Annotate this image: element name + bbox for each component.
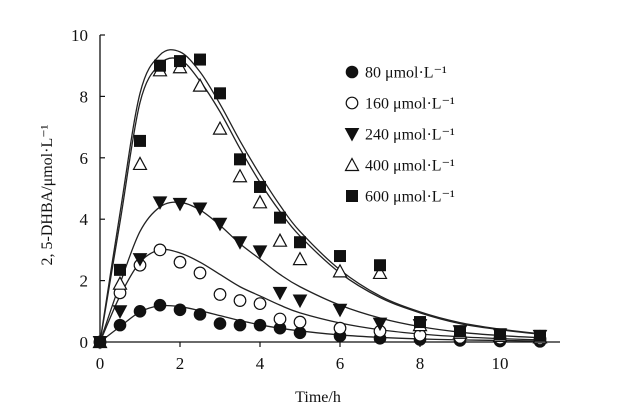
data-point xyxy=(253,297,267,311)
fit-curves xyxy=(99,49,541,343)
data-point xyxy=(234,153,246,166)
fit-curve-series-5 xyxy=(99,49,541,343)
legend-entry-5: 600 μmol·L⁻¹ xyxy=(346,189,455,206)
legend-label: 400 μmol·L⁻¹ xyxy=(365,158,455,175)
legend-marker xyxy=(345,96,359,110)
legend-marker xyxy=(344,157,360,172)
data-point xyxy=(154,59,166,72)
y-tick-label: 8 xyxy=(80,87,89,106)
data-point xyxy=(254,180,266,193)
legend-marker xyxy=(344,128,360,142)
data-point xyxy=(494,328,506,341)
legend-label: 240 μmol·L⁻¹ xyxy=(365,127,455,144)
data-point xyxy=(292,251,308,266)
legend: 80 μmol·L⁻¹ 160 μmol·L⁻¹ 240 μmol·L⁻¹ 400 μ… xyxy=(344,65,455,206)
data-point xyxy=(174,55,186,68)
data-point xyxy=(212,120,228,135)
data-point xyxy=(534,329,546,342)
legend-entry-2: 160 μmol·L⁻¹ xyxy=(345,96,455,113)
data-points xyxy=(92,53,548,350)
data-point xyxy=(193,266,207,280)
y-tick-label: 2 xyxy=(80,272,89,291)
data-point xyxy=(132,156,148,171)
data-point xyxy=(134,134,146,147)
data-point xyxy=(112,305,128,319)
data-point xyxy=(233,318,247,332)
data-point xyxy=(213,288,227,301)
data-point xyxy=(372,265,388,280)
legend-label: 600 μmol·L⁻¹ xyxy=(365,189,455,206)
data-point xyxy=(212,217,228,232)
data-point xyxy=(293,326,307,340)
data-point xyxy=(152,196,168,210)
data-point xyxy=(133,305,147,318)
data-point xyxy=(232,168,248,183)
y-tick-label: 0 xyxy=(80,333,89,352)
x-tick-label: 10 xyxy=(492,354,509,373)
data-point xyxy=(132,253,148,267)
data-point xyxy=(372,317,388,332)
data-point xyxy=(172,197,188,212)
x-tick-label: 6 xyxy=(336,354,345,373)
data-point xyxy=(194,53,206,66)
x-tick-label: 2 xyxy=(176,354,185,373)
data-point xyxy=(113,318,127,332)
data-point xyxy=(454,325,466,338)
data-point xyxy=(233,294,247,307)
data-point xyxy=(193,308,207,321)
data-point xyxy=(153,298,167,312)
legend-label: 80 μmol·L⁻¹ xyxy=(365,65,447,82)
data-point xyxy=(253,318,267,332)
x-axis-label: Time/h xyxy=(295,389,341,406)
data-point xyxy=(274,211,286,224)
data-point xyxy=(334,250,346,263)
data-point xyxy=(94,336,106,348)
data-point xyxy=(272,286,288,301)
y-tick-label: 4 xyxy=(80,210,89,229)
data-point xyxy=(153,243,167,257)
legend-marker xyxy=(345,65,359,79)
data-point xyxy=(252,245,268,259)
data-point xyxy=(173,255,187,269)
legend-label: 160 μmol·L⁻¹ xyxy=(365,96,455,113)
data-point xyxy=(332,263,348,278)
data-point xyxy=(294,236,306,249)
data-point xyxy=(252,194,268,209)
fit-curve-series-2 xyxy=(99,248,541,343)
data-point xyxy=(414,316,426,329)
data-point xyxy=(332,303,348,318)
data-point xyxy=(333,321,347,335)
data-point xyxy=(192,77,208,92)
series-5-points xyxy=(94,53,546,348)
fit-curve-series-1 xyxy=(99,304,541,343)
data-point xyxy=(192,202,208,217)
data-point xyxy=(214,87,226,100)
data-point xyxy=(232,236,248,250)
legend-entry-4: 400 μmol·L⁻¹ xyxy=(344,157,455,175)
x-tick-label: 0 xyxy=(96,354,105,373)
data-point xyxy=(273,312,287,326)
data-point xyxy=(173,303,187,317)
y-tick-label: 6 xyxy=(80,149,89,168)
data-point xyxy=(114,263,126,276)
x-tick-label: 4 xyxy=(256,354,265,373)
x-tick-label: 8 xyxy=(416,354,425,373)
y-axis-label: 2, 5-DHBA/μmol·L⁻¹ xyxy=(39,124,56,265)
data-point xyxy=(272,232,288,247)
data-point xyxy=(292,294,308,309)
data-point xyxy=(293,315,307,329)
legend-entry-3: 240 μmol·L⁻¹ xyxy=(344,127,455,144)
legend-entry-1: 80 μmol·L⁻¹ xyxy=(345,65,447,82)
legend-marker xyxy=(346,190,358,202)
fit-curve-series-3 xyxy=(99,201,541,343)
data-point xyxy=(213,317,227,330)
axes: 0 2 4 6 8 10 0 2 4 6 8 10 xyxy=(71,26,560,373)
fit-curve-series-4 xyxy=(99,57,541,343)
data-point xyxy=(374,259,386,272)
y-tick-label: 10 xyxy=(71,26,88,45)
data-point xyxy=(112,275,128,290)
